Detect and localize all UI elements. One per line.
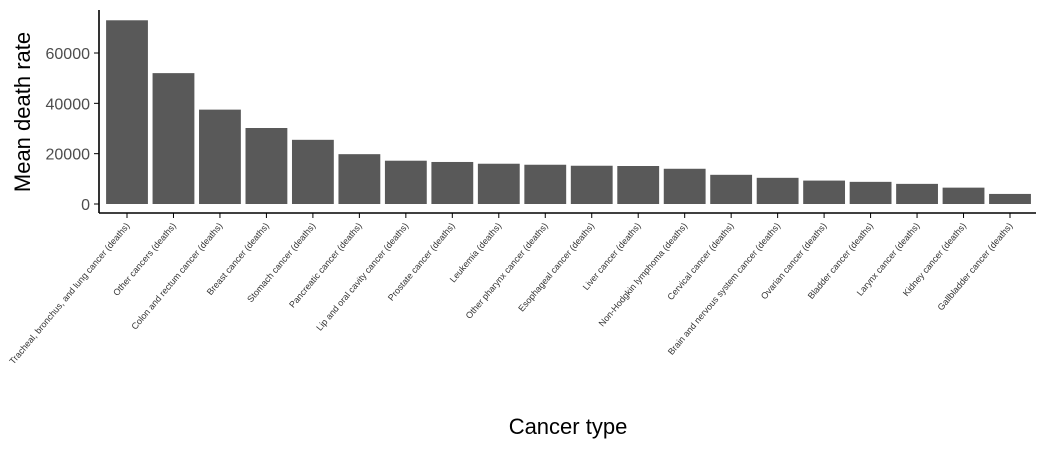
y-tick-label: 20000 (46, 147, 91, 164)
bar (245, 128, 288, 204)
bars-group (106, 20, 1031, 205)
x-tick-label: Non-Hodgkin lymphoma (deaths) (597, 221, 690, 329)
x-tick-label: Leukemia (deaths) (448, 221, 504, 285)
bar (570, 165, 613, 204)
x-tick-label: Esophageal cancer (deaths) (516, 221, 596, 314)
x-tick-label: Gallbladder cancer (deaths) (935, 221, 1014, 313)
x-axis-title: Cancer type (509, 414, 628, 439)
bar (152, 73, 195, 204)
bar (477, 163, 520, 204)
bar (106, 20, 148, 205)
bar (291, 139, 334, 204)
x-tick-label: Other pharynx cancer (deaths) (464, 221, 550, 321)
bar (896, 183, 938, 204)
y-tick-label: 40000 (46, 96, 91, 113)
y-axis-title: Mean death rate (10, 32, 35, 192)
bar (849, 181, 892, 204)
bar (431, 161, 474, 204)
y-tick-label: 0 (81, 197, 90, 214)
bar (942, 187, 985, 204)
bar (756, 177, 799, 204)
bar (384, 160, 427, 204)
y-ticks-group: 0 20000 40000 60000 (46, 46, 99, 214)
bar (803, 180, 846, 204)
bar (617, 166, 660, 204)
x-tick-label: Colon and rectum cancer (deaths) (129, 221, 224, 332)
bar (663, 168, 706, 204)
bar (524, 164, 567, 204)
bar (710, 174, 753, 204)
bar (989, 193, 1031, 204)
bar (338, 154, 381, 204)
bar (199, 109, 241, 205)
x-tick-label: Lip and oral cavity cancer (deaths) (314, 221, 410, 333)
x-ticks-group: Tracheal, bronchus, and lung cancer (dea… (7, 213, 1015, 366)
y-tick-label: 60000 (46, 46, 91, 63)
